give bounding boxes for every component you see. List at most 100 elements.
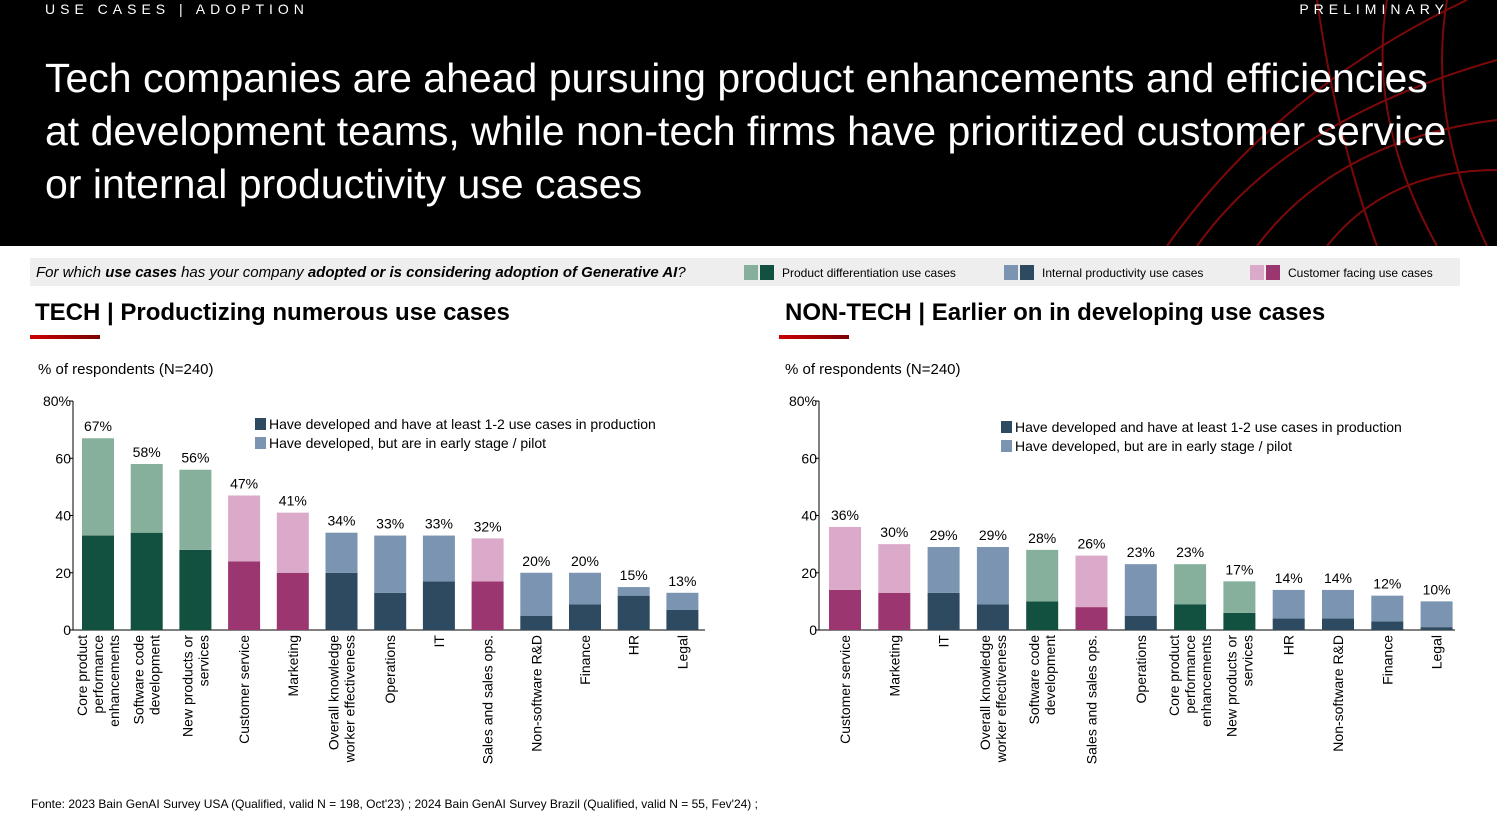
x-category-label: Software codedevelopment (131, 635, 163, 725)
bar-production (520, 615, 553, 630)
series-legend-label: Have developed and have at least 1-2 use… (1015, 419, 1402, 435)
bar-total-label: 23% (1176, 544, 1204, 560)
legend-swatch-light (1004, 265, 1018, 280)
bar-pilot (1124, 564, 1157, 616)
bar-pilot (1272, 589, 1305, 619)
bar-production (569, 604, 601, 630)
bar-pilot (1223, 581, 1256, 613)
bar-production (617, 595, 650, 630)
x-category-label-line: Overall knowledge (326, 635, 342, 750)
bar-production (1124, 615, 1157, 630)
x-category-label-line: development (1042, 635, 1058, 715)
x-category-label: Customer service (236, 635, 252, 744)
x-category-label-line: IT (431, 635, 447, 648)
x-category-label-line: HR (626, 635, 642, 655)
bar-production (130, 532, 163, 630)
bar-total-label: 36% (831, 507, 859, 523)
bar-total-label: 29% (979, 527, 1007, 543)
bar-pilot (927, 547, 960, 593)
bar-pilot (976, 547, 1009, 605)
bar-pilot (82, 438, 114, 536)
bar-pilot (374, 535, 407, 593)
tech-chart-subtitle: % of respondents (N=240) (38, 361, 214, 378)
x-category-label: Operations (382, 635, 398, 703)
bar-total-label: 29% (930, 527, 958, 543)
header-banner: USE CASES | ADOPTION PRELIMINARY Tech co… (0, 0, 1497, 246)
bar-pilot (179, 469, 212, 550)
x-category-label-line: Sales and sales ops. (480, 635, 496, 764)
bar-total-label: 15% (620, 567, 648, 583)
legend-swatch-light (1250, 265, 1264, 280)
legend-label: Internal productivity use cases (1042, 266, 1204, 280)
x-category-label-line: enhancements (1198, 635, 1214, 727)
y-tick-label: 40 (801, 508, 817, 524)
bar-production (325, 572, 358, 630)
x-category-label-line: Finance (577, 635, 593, 685)
section-label: USE CASES | ADOPTION (45, 1, 309, 17)
bar-pilot (130, 464, 163, 533)
tech-bar-chart: 0 20 40 60 80% 67% Core productperformanceenha… (43, 393, 705, 764)
x-category-label-line: Customer service (837, 635, 853, 744)
y-tick-label: 40 (55, 508, 71, 524)
bar-total-label: 41% (279, 493, 307, 509)
y-tick-label: 0 (809, 622, 817, 638)
decorative-globe-lines (1166, 0, 1497, 246)
x-category-label-line: performance (1182, 635, 1198, 714)
x-category-label-line: Overall knowledge (977, 635, 993, 750)
bar-total-label: 33% (425, 516, 453, 532)
x-category-label-line: Sales and sales ops. (1084, 635, 1100, 764)
x-category-label-line: Finance (1379, 635, 1395, 685)
bar-total-label: 58% (133, 444, 161, 460)
bar-total-label: 26% (1077, 536, 1105, 552)
x-category-label: Finance (577, 635, 593, 685)
bar-production (829, 589, 861, 630)
bar-production (228, 561, 261, 630)
x-category-label-line: Core product (1166, 635, 1182, 716)
x-category-label: Sales and sales ops. (1084, 635, 1100, 764)
bar-total-label: 17% (1225, 561, 1253, 577)
legend-internal-productivity: Internal productivity use cases (1004, 265, 1203, 280)
x-category-label-line: worker effectiveness (993, 635, 1009, 763)
bar-production (471, 581, 504, 630)
bar-production (1026, 601, 1059, 630)
x-category-label: Legal (1429, 635, 1445, 669)
bar-production (878, 592, 911, 630)
x-category-label: Core productperformanceenhancements (74, 635, 122, 727)
legend-label: Product differentiation use cases (782, 266, 956, 280)
x-category-label: HR (1281, 635, 1297, 655)
x-category-label: IT (936, 635, 952, 648)
x-category-label-line: Operations (1133, 635, 1149, 703)
bar-pilot (666, 592, 699, 610)
series-legend-label: Have developed and have at least 1-2 use… (269, 416, 656, 432)
series-legend-label: Have developed, but are in early stage /… (269, 435, 546, 451)
bar-pilot (520, 572, 553, 616)
x-category-label-line: Non-software R&D (528, 635, 544, 752)
x-category-label-line: Software code (131, 635, 147, 725)
x-category-label: New products orservices (179, 635, 211, 737)
series-legend-swatch (1001, 421, 1012, 433)
bar-total-label: 34% (327, 513, 355, 529)
bar-total-label: 30% (880, 524, 908, 540)
bar-production (1322, 618, 1354, 630)
preliminary-label: PRELIMINARY (1299, 1, 1449, 17)
x-category-label-line: Non-software R&D (1330, 635, 1346, 752)
bar-pilot (228, 495, 261, 562)
x-category-label-line: development (147, 635, 163, 715)
y-tick-label: 0 (63, 622, 71, 638)
legend-swatch-dark (1020, 265, 1034, 280)
y-tick-label: 60 (55, 450, 71, 466)
bar-production (976, 604, 1009, 630)
legend-swatch-dark (760, 265, 774, 280)
bar-pilot (829, 526, 861, 590)
bar-production (422, 581, 455, 630)
question-bar: For which use cases has your company ado… (30, 258, 1460, 286)
bar-production (1371, 621, 1404, 630)
x-category-label: Marketing (886, 635, 902, 696)
y-tick-label: 80% (43, 393, 71, 409)
x-category-label: Overall knowledgeworker effectiveness (326, 635, 358, 764)
x-category-label: Marketing (285, 635, 301, 696)
x-category-label-line: Operations (382, 635, 398, 703)
page-title: Tech companies are ahead pursuing produc… (45, 55, 1447, 207)
x-category-label: Non-software R&D (1330, 635, 1346, 752)
x-category-label: Software codedevelopment (1026, 635, 1058, 725)
